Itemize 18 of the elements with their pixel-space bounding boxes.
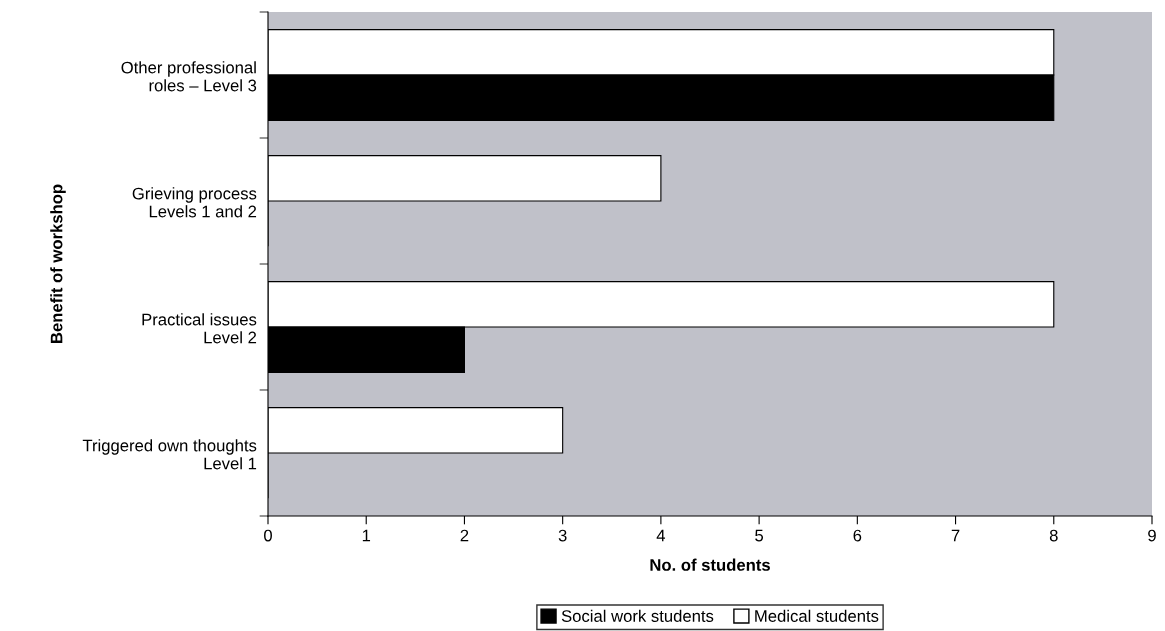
x-tick-label: 1 (362, 529, 371, 542)
x-tick-label: 2 (460, 529, 469, 542)
legend-label: Medical students (755, 609, 879, 622)
y-axis-title: Benefit of workshop (50, 184, 66, 343)
y-tick-label: Other professional roles – Level 3 (121, 61, 257, 92)
x-tick-label: 4 (656, 529, 666, 542)
x-tick-label: 9 (1148, 529, 1156, 542)
x-tick-label: 0 (264, 529, 272, 542)
x-axis-title: No. of students (650, 558, 770, 571)
y-tick-label: Triggered own thoughts Level 1 (82, 439, 257, 470)
x-tick-label: 3 (558, 529, 567, 542)
legend-label: Social work students (561, 609, 714, 622)
x-tick-label: 5 (755, 529, 764, 542)
y-tick-label: Grieving process Levels 1 and 2 (132, 187, 257, 218)
x-tick-label: 7 (951, 529, 960, 542)
x-tick-label: 6 (853, 529, 862, 542)
y-tick-label: Practical issues Level 2 (142, 313, 257, 344)
x-tick-label: 8 (1049, 529, 1058, 542)
